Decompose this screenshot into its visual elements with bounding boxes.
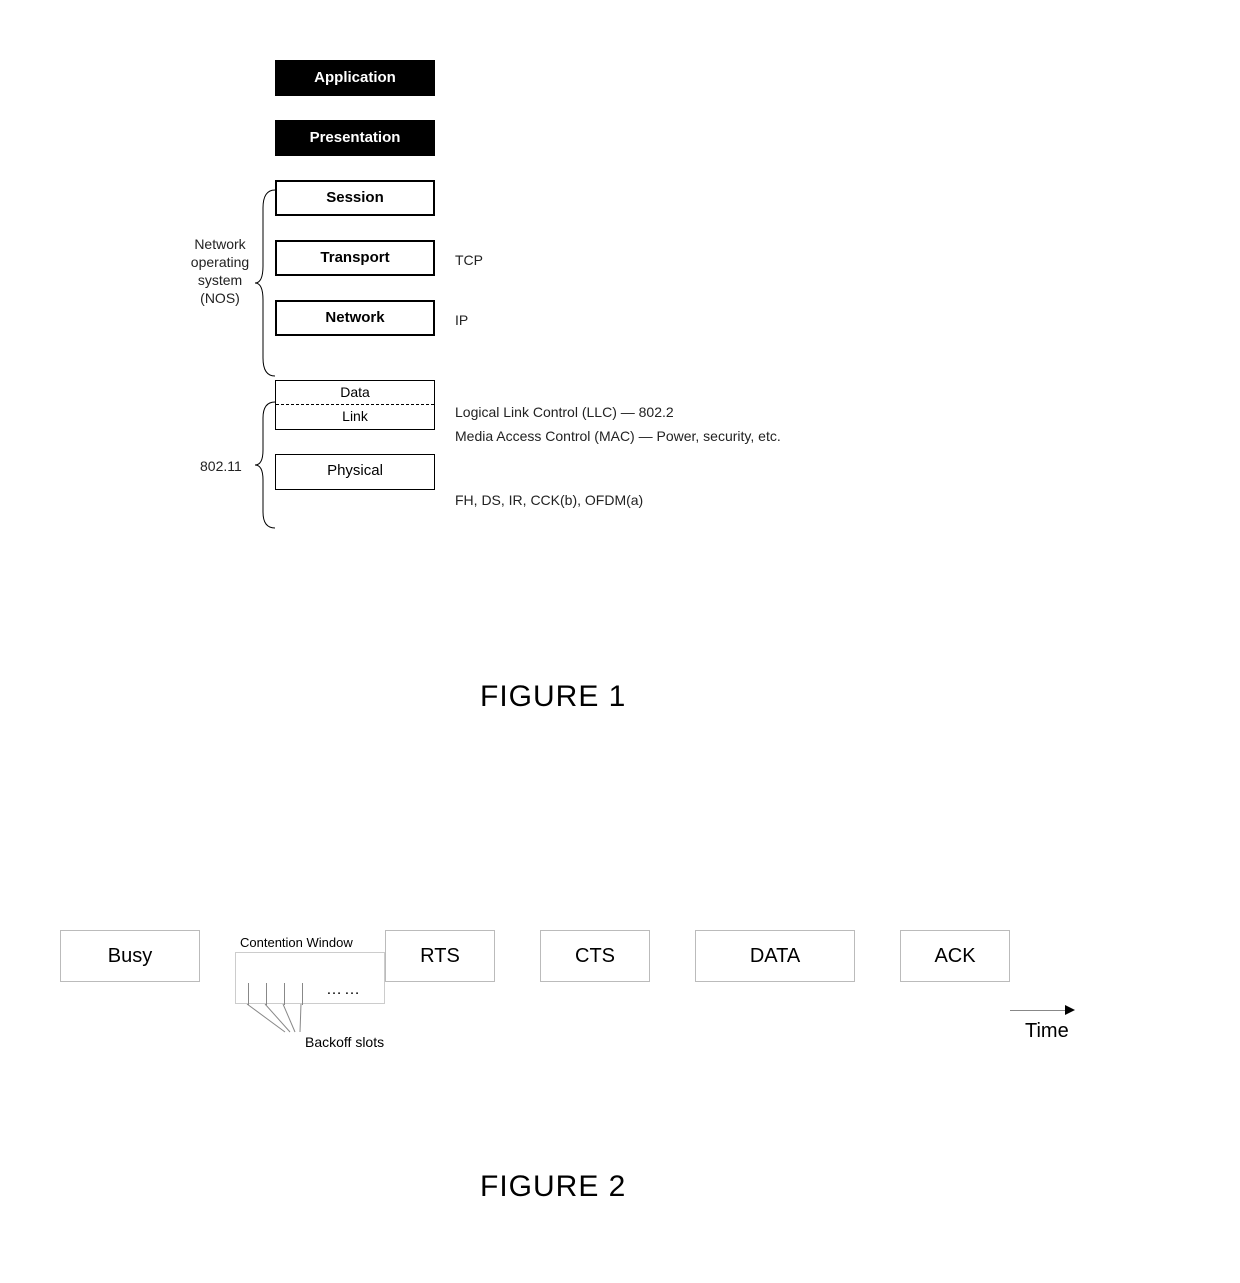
annot-data: Logical Link Control (LLC) — 802.2 <box>455 404 674 420</box>
slot-data: DATA <box>695 930 855 982</box>
layer-link: Link <box>276 405 434 429</box>
cw-title: Contention Window <box>240 935 353 950</box>
slot-cts: CTS <box>540 930 650 982</box>
slot-rts: RTS <box>385 930 495 982</box>
nos-line4: (NOS) <box>200 290 240 306</box>
cw-tick <box>266 983 267 1005</box>
layer-network: Network <box>275 300 435 336</box>
nos-bracket-label: Network operating system (NOS) <box>185 235 255 307</box>
contention-window: Contention Window …… <box>235 952 385 1004</box>
annot-network: IP <box>455 312 468 328</box>
bracket-80211-label: 802.11 <box>200 458 242 474</box>
cw-dots: …… <box>326 981 362 999</box>
time-arrow-head <box>1065 1005 1075 1015</box>
slot-ack: ACK <box>900 930 1010 982</box>
figure-1-caption: FIGURE 1 <box>480 680 626 714</box>
layer-data: Data <box>276 381 434 405</box>
nos-line1: Network <box>194 236 245 252</box>
backoff-label: Backoff slots <box>305 1034 384 1050</box>
layer-stack: Application Presentation Session Transpo… <box>275 60 435 514</box>
time-label: Time <box>1025 1020 1069 1043</box>
annot-physical: FH, DS, IR, CCK(b), OFDM(a) <box>455 492 643 508</box>
time-arrow-line <box>1010 1010 1065 1011</box>
figure-2: Busy Contention Window …… RTS CTS DATA A… <box>60 930 1180 1090</box>
annot-transport: TCP <box>455 252 483 268</box>
layer-datalink: Data Link <box>275 380 435 430</box>
cw-tick <box>284 983 285 1005</box>
nos-line2: operating <box>191 254 249 270</box>
cw-tick <box>302 983 303 1005</box>
slot-busy: Busy <box>60 930 200 982</box>
layer-presentation: Presentation <box>275 120 435 156</box>
figure-2-caption: FIGURE 2 <box>480 1170 626 1204</box>
layer-physical: Physical <box>275 454 435 490</box>
layer-application: Application <box>275 60 435 96</box>
nos-line3: system <box>198 272 242 288</box>
layer-session: Session <box>275 180 435 216</box>
annot-link: Media Access Control (MAC) — Power, secu… <box>455 428 781 444</box>
page: Network operating system (NOS) 802.11 Ap… <box>0 0 1240 1283</box>
cw-tick <box>248 983 249 1005</box>
layer-transport: Transport <box>275 240 435 276</box>
